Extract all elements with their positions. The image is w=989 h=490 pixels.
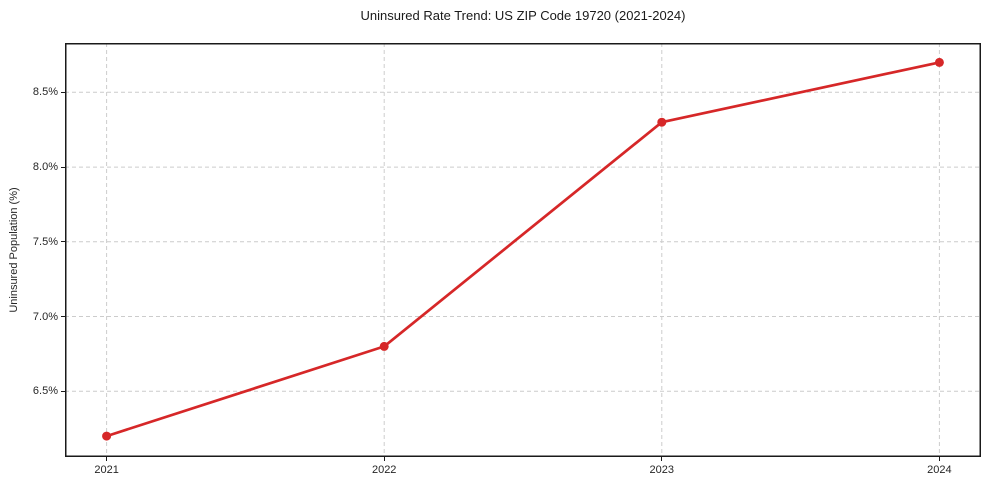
y-tick-mark — [61, 241, 65, 243]
y-tick-mark — [61, 316, 65, 317]
data-point-marker — [657, 117, 667, 127]
y-axis-label: Uninsured Population (%) — [8, 187, 20, 313]
data-point-marker — [102, 431, 112, 441]
y-tick-mark — [61, 390, 65, 392]
data-point-marker — [379, 341, 389, 351]
y-tick-label: 8.5% — [32, 86, 58, 99]
chart-title: Uninsured Rate Trend: US ZIP Code 19720 … — [360, 8, 686, 23]
data-point-marker — [934, 57, 944, 67]
x-tick-mark — [383, 457, 385, 461]
x-tick-label: 2024 — [927, 464, 952, 476]
x-tick-mark — [661, 457, 663, 461]
y-tick-label: 7.5% — [32, 235, 58, 248]
plot-frame — [65, 43, 981, 457]
y-tick-label: 6.5% — [32, 385, 58, 398]
trend-line — [105, 61, 941, 438]
plot-area — [65, 43, 981, 457]
x-tick-mark — [938, 457, 940, 461]
y-tick-mark — [61, 166, 65, 168]
x-tick-label: 2023 — [649, 464, 675, 476]
line-chart — [65, 43, 981, 457]
y-tick-label: 8.0% — [32, 161, 58, 174]
x-tick-label: 2021 — [94, 464, 119, 476]
x-tick-label: 2022 — [371, 464, 397, 476]
y-tick-mark — [61, 91, 65, 93]
y-tick-label: 7.0% — [32, 310, 58, 323]
x-tick-mark — [106, 457, 108, 461]
